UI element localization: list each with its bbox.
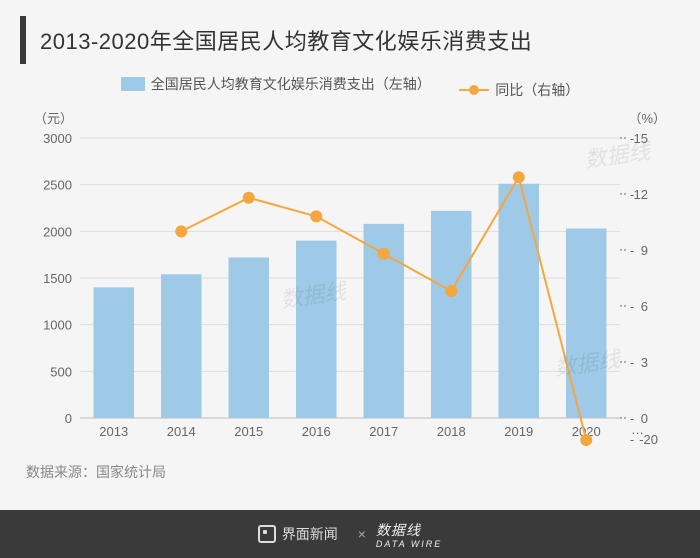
svg-text:12: 12 bbox=[634, 187, 648, 202]
brand-separator: × bbox=[358, 526, 366, 542]
legend-bar-label: 全国居民人均教育文化娱乐消费支出（左轴） bbox=[151, 74, 431, 94]
chart-svg: 05001000150020002500300015-12-9-6-3-0-…-… bbox=[20, 128, 680, 448]
footer: 界面新闻 × 数据线 DATA WIRE bbox=[0, 510, 700, 558]
brand-jiemian-label: 界面新闻 bbox=[282, 524, 338, 544]
svg-text:-: - bbox=[630, 131, 634, 146]
svg-text:1000: 1000 bbox=[43, 318, 72, 333]
svg-text:9: 9 bbox=[641, 243, 648, 258]
svg-text:2014: 2014 bbox=[167, 424, 196, 439]
legend-line-label: 同比（右轴） bbox=[495, 80, 579, 100]
svg-text:2013: 2013 bbox=[99, 424, 128, 439]
brand-datawire: 数据线 DATA WIRE bbox=[376, 520, 442, 548]
svg-text:15: 15 bbox=[634, 131, 648, 146]
svg-text:2017: 2017 bbox=[369, 424, 398, 439]
svg-text:2015: 2015 bbox=[234, 424, 263, 439]
chart-container: 2013-2020年全国居民人均教育文化娱乐消费支出 全国居民人均教育文化娱乐消… bbox=[0, 16, 700, 558]
svg-text:1500: 1500 bbox=[43, 271, 72, 286]
svg-text:3: 3 bbox=[641, 355, 648, 370]
svg-text:-20: -20 bbox=[639, 432, 658, 447]
svg-text:500: 500 bbox=[50, 364, 72, 379]
legend-bar-swatch bbox=[121, 77, 145, 91]
svg-text:-: - bbox=[630, 187, 634, 202]
brand-logo-icon bbox=[258, 525, 276, 543]
svg-text:3000: 3000 bbox=[43, 131, 72, 146]
axis-unit-row: （元） （%） bbox=[20, 108, 680, 128]
legend: 全国居民人均教育文化娱乐消费支出（左轴） 同比（右轴） bbox=[0, 74, 700, 100]
svg-text:-: - bbox=[630, 243, 634, 258]
svg-text:2500: 2500 bbox=[43, 178, 72, 193]
svg-text:2016: 2016 bbox=[302, 424, 331, 439]
legend-item-line: 同比（右轴） bbox=[459, 80, 579, 100]
svg-text:-: - bbox=[630, 355, 634, 370]
svg-text:2019: 2019 bbox=[504, 424, 533, 439]
y-left-unit: （元） bbox=[34, 108, 73, 127]
legend-item-bar: 全国居民人均教育文化娱乐消费支出（左轴） bbox=[121, 74, 431, 94]
data-source: 数据来源：国家统计局 bbox=[26, 462, 674, 482]
brand-datawire-sub: DATA WIRE bbox=[376, 540, 442, 548]
svg-text:6: 6 bbox=[641, 299, 648, 314]
svg-text:-: - bbox=[630, 299, 634, 314]
svg-text:2000: 2000 bbox=[43, 224, 72, 239]
brand-datawire-label: 数据线 bbox=[376, 522, 421, 538]
svg-text:-: - bbox=[630, 432, 634, 447]
chart-title: 2013-2020年全国居民人均教育文化娱乐消费支出 bbox=[40, 24, 680, 56]
svg-text:2018: 2018 bbox=[437, 424, 466, 439]
y-right-unit: （%） bbox=[628, 108, 666, 127]
svg-text:0: 0 bbox=[65, 411, 72, 426]
chart-area: 05001000150020002500300015-12-9-6-3-0-…-… bbox=[20, 128, 680, 448]
legend-line-swatch bbox=[459, 85, 489, 95]
brand-jiemian: 界面新闻 bbox=[258, 524, 338, 544]
title-bar: 2013-2020年全国居民人均教育文化娱乐消费支出 bbox=[20, 16, 680, 64]
